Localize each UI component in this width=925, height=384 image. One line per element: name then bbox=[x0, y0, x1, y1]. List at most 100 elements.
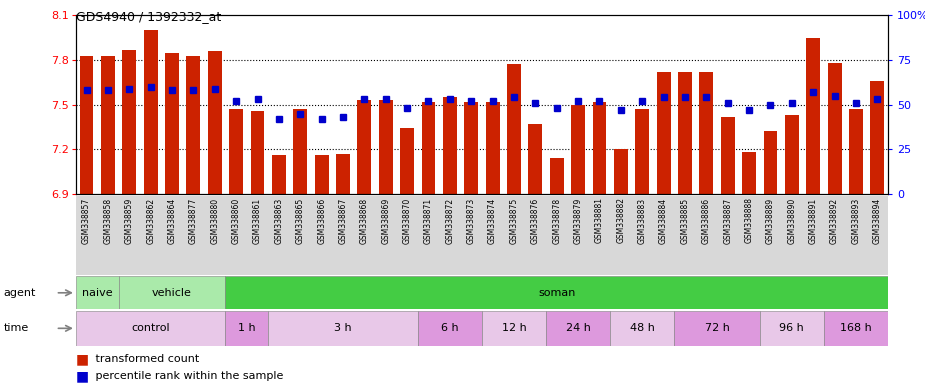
Text: control: control bbox=[131, 323, 170, 333]
Text: GSM338867: GSM338867 bbox=[339, 197, 348, 244]
Text: GSM338886: GSM338886 bbox=[702, 197, 710, 243]
Bar bbox=[229, 109, 243, 194]
Bar bbox=[614, 149, 628, 194]
Text: GSM338887: GSM338887 bbox=[723, 197, 733, 243]
Bar bbox=[101, 56, 115, 194]
Bar bbox=[610, 311, 674, 346]
Bar bbox=[226, 276, 888, 309]
Text: 168 h: 168 h bbox=[840, 323, 872, 333]
Bar bbox=[379, 100, 393, 194]
Bar bbox=[657, 72, 671, 194]
Bar bbox=[336, 154, 350, 194]
Bar bbox=[546, 311, 610, 346]
Text: GSM338868: GSM338868 bbox=[360, 197, 369, 243]
Text: ■: ■ bbox=[76, 352, 89, 366]
Text: GSM338888: GSM338888 bbox=[745, 197, 754, 243]
Text: percentile rank within the sample: percentile rank within the sample bbox=[92, 371, 284, 381]
Text: GSM338874: GSM338874 bbox=[488, 197, 497, 244]
Text: GSM338872: GSM338872 bbox=[445, 197, 454, 243]
Text: transformed count: transformed count bbox=[92, 354, 200, 364]
Text: GSM338870: GSM338870 bbox=[402, 197, 412, 244]
Text: 96 h: 96 h bbox=[780, 323, 804, 333]
Text: 3 h: 3 h bbox=[334, 323, 352, 333]
Text: GSM338879: GSM338879 bbox=[574, 197, 583, 244]
Text: GSM338890: GSM338890 bbox=[787, 197, 796, 244]
Text: GSM338869: GSM338869 bbox=[381, 197, 390, 244]
Bar bbox=[528, 124, 542, 194]
Text: GSM338875: GSM338875 bbox=[510, 197, 519, 244]
Text: vehicle: vehicle bbox=[152, 288, 192, 298]
Text: GSM338863: GSM338863 bbox=[275, 197, 283, 244]
Text: GSM338871: GSM338871 bbox=[424, 197, 433, 243]
Bar bbox=[849, 109, 863, 194]
Bar bbox=[357, 100, 371, 194]
Bar bbox=[464, 102, 478, 194]
Bar bbox=[824, 311, 888, 346]
Bar bbox=[268, 311, 418, 346]
Text: GSM338882: GSM338882 bbox=[616, 197, 625, 243]
Text: naive: naive bbox=[82, 288, 113, 298]
Bar bbox=[293, 109, 307, 194]
Bar bbox=[482, 311, 546, 346]
Bar bbox=[443, 97, 457, 194]
Text: 72 h: 72 h bbox=[705, 323, 730, 333]
Text: time: time bbox=[4, 323, 29, 333]
Text: GDS4940 / 1392332_at: GDS4940 / 1392332_at bbox=[76, 10, 221, 23]
Text: GSM338866: GSM338866 bbox=[317, 197, 327, 244]
Bar bbox=[418, 311, 482, 346]
Text: GSM338877: GSM338877 bbox=[189, 197, 198, 244]
Text: GSM338893: GSM338893 bbox=[851, 197, 860, 244]
Text: GSM338873: GSM338873 bbox=[467, 197, 475, 244]
Bar bbox=[507, 65, 521, 194]
Text: GSM338857: GSM338857 bbox=[82, 197, 91, 244]
Text: GSM338889: GSM338889 bbox=[766, 197, 775, 243]
Text: GSM338864: GSM338864 bbox=[167, 197, 177, 244]
Text: 48 h: 48 h bbox=[630, 323, 655, 333]
Bar bbox=[401, 129, 414, 194]
Bar bbox=[674, 311, 759, 346]
Bar bbox=[118, 276, 226, 309]
Bar bbox=[678, 72, 692, 194]
Text: 1 h: 1 h bbox=[238, 323, 255, 333]
Text: 6 h: 6 h bbox=[441, 323, 459, 333]
Bar bbox=[208, 51, 222, 194]
Bar bbox=[763, 131, 777, 194]
Text: GSM338891: GSM338891 bbox=[808, 197, 818, 243]
Text: GSM338892: GSM338892 bbox=[830, 197, 839, 243]
Bar bbox=[785, 115, 799, 194]
Text: agent: agent bbox=[4, 288, 36, 298]
Bar bbox=[251, 111, 265, 194]
Bar bbox=[76, 276, 118, 309]
Bar bbox=[593, 102, 607, 194]
Text: GSM338860: GSM338860 bbox=[231, 197, 240, 244]
Bar bbox=[870, 81, 884, 194]
Text: GSM338894: GSM338894 bbox=[873, 197, 882, 244]
Bar bbox=[80, 56, 93, 194]
Text: GSM338859: GSM338859 bbox=[125, 197, 134, 244]
Bar bbox=[165, 53, 179, 194]
Bar bbox=[721, 117, 734, 194]
Bar bbox=[742, 152, 756, 194]
Bar bbox=[571, 105, 585, 194]
Text: GSM338858: GSM338858 bbox=[104, 197, 113, 243]
Text: GSM338861: GSM338861 bbox=[253, 197, 262, 243]
Text: GSM338881: GSM338881 bbox=[595, 197, 604, 243]
Bar bbox=[76, 311, 226, 346]
Bar bbox=[549, 158, 563, 194]
Text: GSM338884: GSM338884 bbox=[660, 197, 668, 243]
Text: GSM338876: GSM338876 bbox=[531, 197, 540, 244]
Bar bbox=[272, 155, 286, 194]
Bar bbox=[699, 72, 713, 194]
Bar bbox=[807, 38, 820, 194]
Bar bbox=[759, 311, 824, 346]
Text: GSM338883: GSM338883 bbox=[637, 197, 647, 243]
Text: 12 h: 12 h bbox=[501, 323, 526, 333]
Text: GSM338865: GSM338865 bbox=[296, 197, 304, 244]
Bar bbox=[314, 155, 328, 194]
Bar bbox=[122, 50, 136, 194]
Bar bbox=[422, 102, 436, 194]
Text: GSM338862: GSM338862 bbox=[146, 197, 155, 243]
Text: GSM338878: GSM338878 bbox=[552, 197, 561, 243]
Bar bbox=[187, 56, 201, 194]
Text: soman: soman bbox=[538, 288, 575, 298]
